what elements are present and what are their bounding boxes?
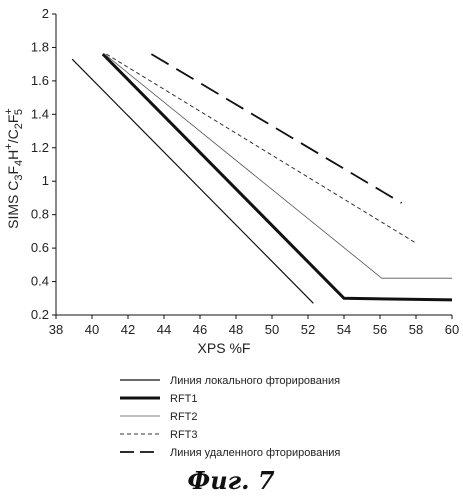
y-tick-label: 0.8	[31, 207, 49, 222]
x-tick-label: 52	[301, 322, 315, 337]
y-axis-title: SIMS C3F4H+/C2F+5	[3, 108, 25, 229]
y-tick-label: 1.8	[31, 39, 49, 54]
y-axis-label: SIMS C3F4H+/C2F+5	[3, 108, 25, 229]
x-tick-label: 58	[409, 322, 423, 337]
legend-label-2: RFT1	[170, 393, 198, 405]
x-tick-label: 44	[157, 322, 171, 337]
legend-label-5: Линия удаленного фторирования	[170, 447, 340, 459]
y-tick-label: 1	[42, 173, 49, 188]
y-axis-label-part: F	[5, 166, 21, 175]
y-tick-label: 1.2	[31, 140, 49, 155]
x-tick-label: 60	[445, 322, 459, 337]
legend-label-3: RFT2	[170, 411, 198, 423]
legend: Линия локального фторирования RFT1 RFT2 RFT…	[120, 375, 340, 459]
x-axis-title: XPS %F	[198, 340, 251, 356]
series-line-3	[105, 54, 452, 278]
series-line-1	[72, 59, 313, 303]
legend-label-4: RFT3	[170, 429, 198, 441]
y-tick-label: 0.6	[31, 240, 49, 255]
x-tick-label: 56	[373, 322, 387, 337]
series-line-5	[151, 54, 401, 203]
y-axis-label-part: H	[5, 150, 21, 160]
x-tick-label: 42	[121, 322, 135, 337]
plot-area: 38 40 42 44 46 48 50 52 54 56 58 60 0.2 0.4 0.6 0.8 1 1.2…	[31, 6, 459, 337]
x-tick-label: 48	[229, 322, 243, 337]
y-tick-label: 1.6	[31, 73, 49, 88]
x-tick-label: 46	[193, 322, 207, 337]
x-tick-label: 54	[337, 322, 351, 337]
series-line-2	[103, 54, 452, 300]
x-tick-label: 38	[49, 322, 63, 337]
x-tick-label: 50	[265, 322, 279, 337]
figure-caption: Фиг. 7	[187, 466, 274, 495]
y-tick-label: 1.4	[31, 106, 49, 121]
y-axis-label-part: /C	[5, 129, 21, 143]
y-tick-label: 0.4	[31, 274, 49, 289]
y-tick-label: 0.2	[31, 307, 49, 322]
y-axis-label-part: SIMS C	[5, 181, 21, 229]
x-tick-label: 40	[85, 322, 99, 337]
legend-label-1: Линия локального фторирования	[170, 375, 340, 387]
y-axis-label-part: 5	[13, 109, 25, 115]
y-tick-label: 2	[42, 6, 49, 21]
